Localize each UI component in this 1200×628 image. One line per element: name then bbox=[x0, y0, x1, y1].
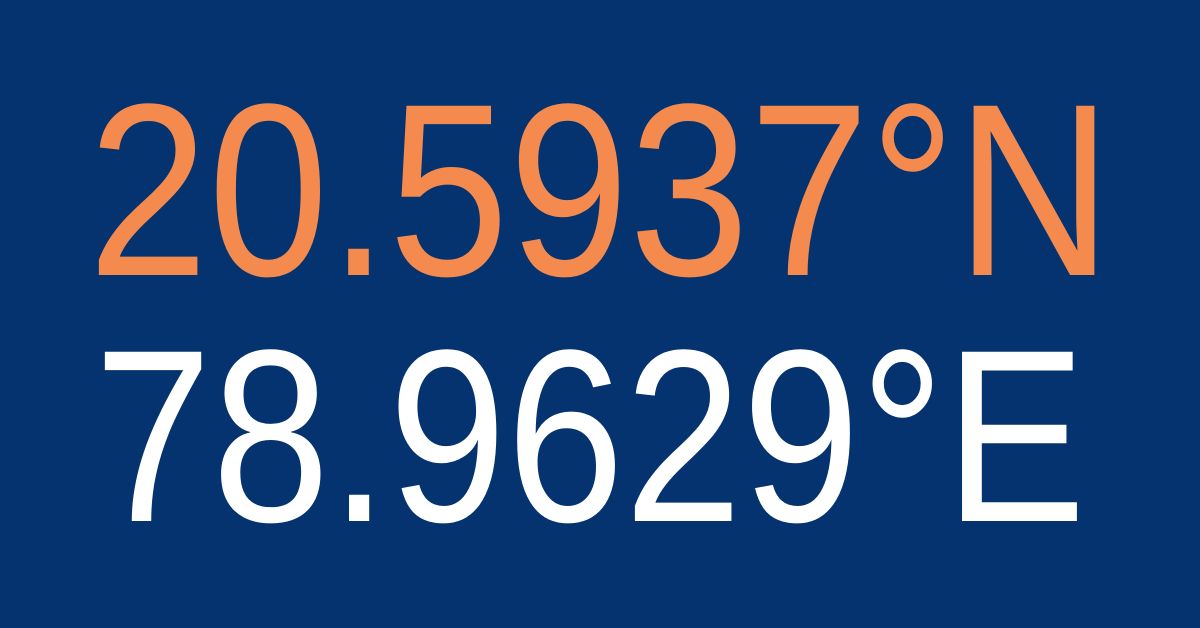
longitude: 78.9629°E bbox=[94, 299, 1086, 574]
latitude: 20.5937°N bbox=[88, 53, 1112, 328]
